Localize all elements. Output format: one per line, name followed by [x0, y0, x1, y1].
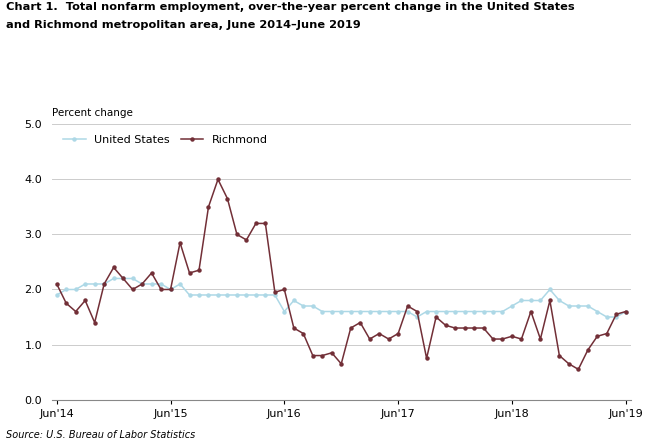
United States — [366, 309, 374, 314]
Richmond — [366, 337, 374, 342]
United States — [110, 276, 118, 281]
United States — [404, 309, 411, 314]
United States — [261, 292, 269, 297]
United States — [195, 292, 203, 297]
United States — [565, 303, 573, 309]
Text: Source: U.S. Bureau of Labor Statistics: Source: U.S. Bureau of Labor Statistics — [6, 429, 196, 440]
Richmond — [622, 309, 630, 314]
Text: Chart 1.  Total nonfarm employment, over-the-year percent change in the United S: Chart 1. Total nonfarm employment, over-… — [6, 2, 575, 12]
Richmond — [214, 177, 222, 182]
Text: and Richmond metropolitan area, June 2014–June 2019: and Richmond metropolitan area, June 201… — [6, 20, 361, 30]
Richmond — [166, 287, 174, 292]
United States — [622, 309, 630, 314]
Richmond — [575, 367, 582, 372]
Line: United States: United States — [55, 277, 627, 318]
United States — [413, 314, 421, 320]
Richmond — [261, 221, 269, 226]
Line: Richmond: Richmond — [55, 178, 627, 371]
Legend: United States, Richmond: United States, Richmond — [63, 135, 268, 146]
Richmond — [404, 303, 411, 309]
United States — [176, 281, 184, 287]
Richmond — [556, 353, 564, 358]
United States — [53, 292, 60, 297]
Richmond — [53, 281, 60, 287]
Text: Percent change: Percent change — [52, 107, 133, 118]
Richmond — [186, 270, 194, 276]
